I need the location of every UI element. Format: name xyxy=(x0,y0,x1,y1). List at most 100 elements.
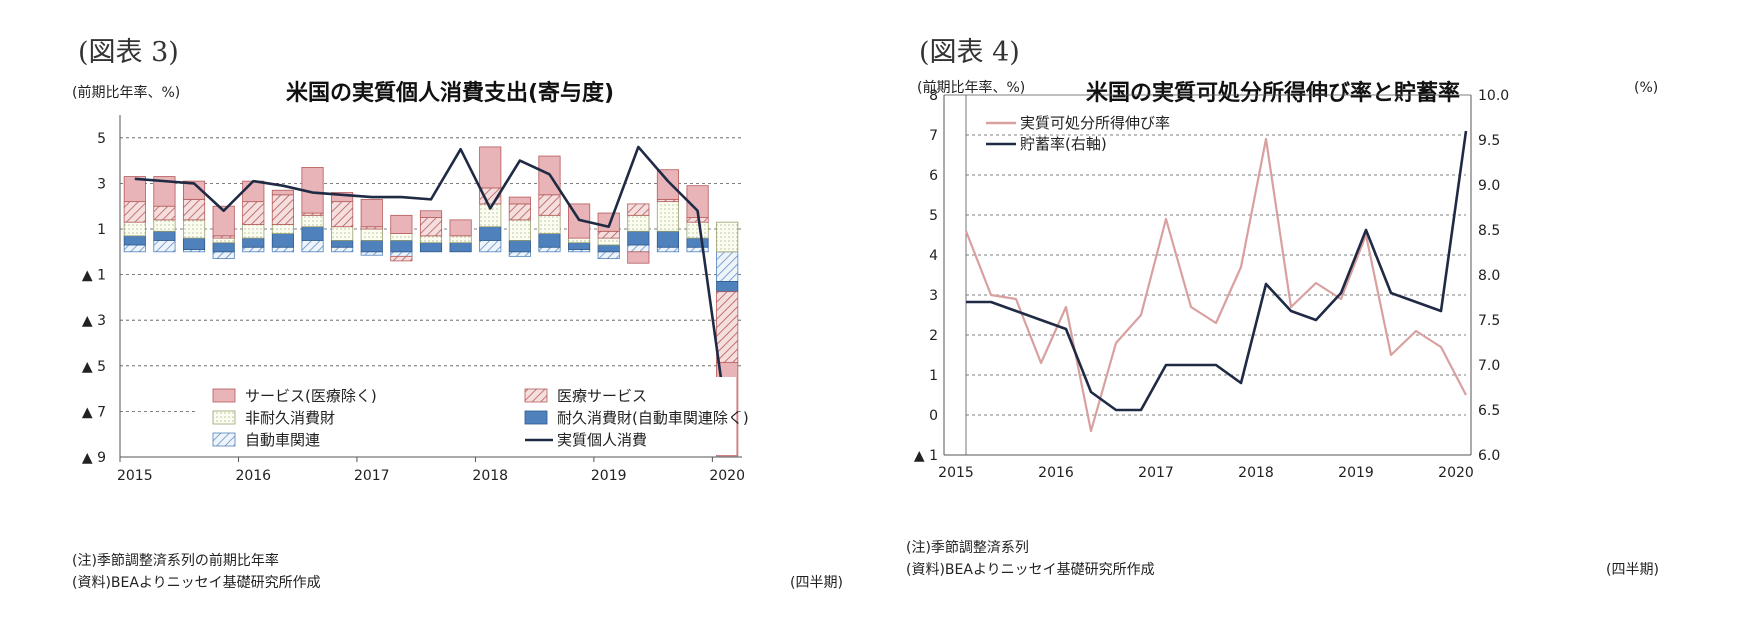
bar-segment xyxy=(182,180,206,200)
bar-segment xyxy=(597,230,620,239)
bar-segment xyxy=(242,224,265,239)
bar-segment xyxy=(212,205,235,237)
bar-segment xyxy=(449,235,472,244)
figure-3-chart: 5 3 1 ▲ 1 ▲ 3 ▲ 5 ▲ 7 ▲ 9 2015 2016 2017 2018 2019 20… xyxy=(82,115,749,484)
figure-4-source: (資料)BEAよりニッセイ基礎研究所作成 xyxy=(906,562,1155,578)
bar-segment xyxy=(123,176,146,203)
y-tick-label: ▲ 3 xyxy=(82,313,106,329)
y-tick-label-right: 6.5 xyxy=(1478,403,1500,419)
bar-segment xyxy=(419,235,443,244)
y-tick-label: ▲ 1 xyxy=(82,268,106,284)
x-tick-label: 2020 xyxy=(709,468,745,484)
bar-segment xyxy=(627,203,650,216)
legend-label: サービス(医療除く) xyxy=(245,387,377,405)
y-tick-label: 3 xyxy=(97,176,106,192)
x-tick-label: 2017 xyxy=(354,468,390,484)
bar-segment xyxy=(686,246,709,253)
bar-segment xyxy=(419,217,443,237)
legend-label: 実質個人消費 xyxy=(557,431,647,449)
x-tick-label: 2016 xyxy=(235,468,271,484)
figure-4-label: (図表 4) xyxy=(919,37,1020,68)
legend-swatch xyxy=(524,388,548,403)
bar-segment xyxy=(568,237,591,244)
figure-3-unit-label: (前期比年率、%) xyxy=(72,85,181,101)
bar-segment xyxy=(656,246,680,253)
bar-segment xyxy=(686,221,709,239)
bar-segment xyxy=(627,214,650,232)
bar-segment xyxy=(242,237,265,248)
bar-segment xyxy=(538,246,561,253)
legend-label: 貯蓄率(右軸) xyxy=(1020,135,1107,153)
bar-segment xyxy=(242,180,265,203)
bar-segment xyxy=(627,230,650,246)
bar-segment xyxy=(360,251,383,256)
bar-segment xyxy=(301,239,324,253)
series-line-saving-rate xyxy=(966,130,1468,412)
bar-segment xyxy=(123,201,146,223)
figure-4-panel: (図表 4) (前期比年率、%) (%) 米国の実質可処分所得伸び率と貯蓄率 8… xyxy=(871,0,1743,633)
figure-4-unit-right: (%) xyxy=(1634,80,1659,96)
y-tick-label-left: 0 xyxy=(929,408,938,424)
legend-label: 実質可処分所得伸び率 xyxy=(1020,114,1170,132)
figure-3-period-label: (四半期) xyxy=(790,575,843,591)
x-tick-label: 2018 xyxy=(1238,465,1274,481)
bar-segment xyxy=(597,237,620,246)
figure-4-unit-left: (前期比年率、%) xyxy=(917,80,1026,96)
y-tick-label-right: 6.0 xyxy=(1478,448,1500,464)
y-tick-label: 1 xyxy=(97,222,106,238)
bar-segment xyxy=(656,169,680,200)
y-tick-label-right: 8.5 xyxy=(1478,223,1500,239)
bar-segment xyxy=(271,233,294,248)
bar-segment xyxy=(390,214,413,234)
y-tick-label-left: 1 xyxy=(929,368,938,384)
legend-swatch xyxy=(524,410,548,425)
bar-segment xyxy=(716,281,739,293)
y-tick-label-right: 8.0 xyxy=(1478,268,1500,284)
x-tick-label: 2019 xyxy=(591,468,627,484)
bar-segment xyxy=(568,242,591,250)
bar-segment xyxy=(271,246,294,253)
bar-segment xyxy=(360,198,383,228)
figure-4-title: 米国の実質可処分所得伸び率と貯蓄率 xyxy=(1086,81,1461,106)
figure-3-label: (図表 3) xyxy=(78,37,179,68)
bar-segment xyxy=(538,194,561,216)
figure-4-period-label: (四半期) xyxy=(1606,562,1659,578)
bar-segment xyxy=(656,201,680,232)
bar-segment xyxy=(627,251,650,264)
legend-background xyxy=(196,377,736,455)
bar-segment xyxy=(686,237,709,248)
bar-segment xyxy=(153,230,176,241)
y-tick-label: 5 xyxy=(97,131,106,147)
bar-segment xyxy=(716,291,739,363)
y-tick-label-right: 9.5 xyxy=(1478,133,1500,149)
bar-segment xyxy=(716,251,739,282)
series-line-income-growth xyxy=(964,137,1467,433)
x-tick-label: 2020 xyxy=(1438,465,1474,481)
bar-segment xyxy=(331,192,354,203)
bar-segment xyxy=(271,189,294,196)
bar-segment xyxy=(449,219,472,237)
y-tick-label: ▲ 5 xyxy=(82,359,106,375)
y-tick-label-left: 2 xyxy=(929,328,938,344)
figure-4-chart: 8 7 6 5 4 3 2 1 0 ▲ 1 10.0 9.5 9.0 8.5 8.0 7.5 7.0 6.5 6.0… xyxy=(914,88,1509,481)
y-tick-label-right: 7.0 xyxy=(1478,358,1500,374)
figure-3-note: (注)季節調整済系列の前期比年率 xyxy=(72,553,279,569)
bar-segment xyxy=(419,242,443,253)
bar-segment xyxy=(597,251,620,260)
y-tick-label-right: 7.5 xyxy=(1478,313,1500,329)
bar-segment xyxy=(390,251,413,257)
x-tick-label: 2015 xyxy=(117,468,153,484)
bar-segment xyxy=(538,233,561,248)
bar-segment xyxy=(271,224,294,234)
bar-segment xyxy=(153,176,176,207)
bar-segment xyxy=(331,201,354,228)
bar-segment xyxy=(153,239,176,253)
x-tick-label: 2019 xyxy=(1338,465,1374,481)
bar-segment xyxy=(508,239,531,253)
bar-segment xyxy=(360,228,383,241)
bar-segment xyxy=(627,244,650,253)
bar-segment xyxy=(479,226,502,241)
legend-label: 自動車関連 xyxy=(245,431,320,449)
bar-segment xyxy=(419,210,443,218)
